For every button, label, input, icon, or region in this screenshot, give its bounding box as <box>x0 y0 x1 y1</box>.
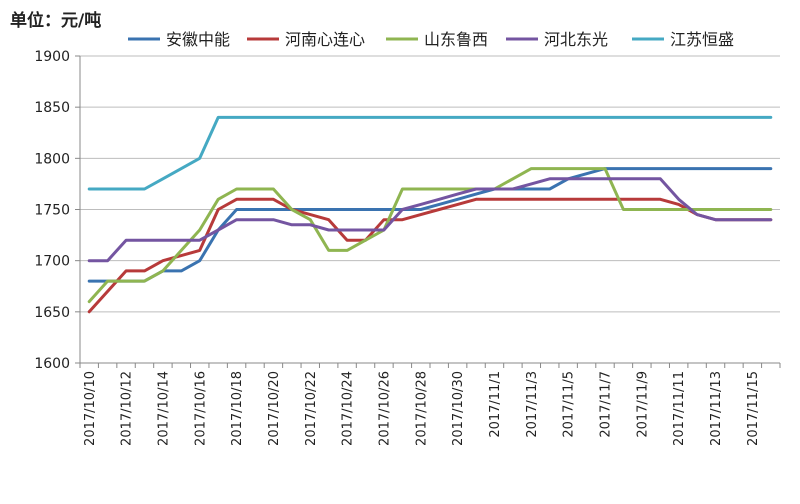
x-axis: 2017/10/10 2017/10/12 2017/10/14 2017/10/16… <box>79 362 781 446</box>
x-tick-label: 2017/10/28 <box>414 371 429 446</box>
legend-label: 河北东光 <box>544 30 608 49</box>
legend-label: 河南心连心 <box>285 30 365 49</box>
x-tick-label: 2017/10/22 <box>304 371 319 446</box>
x-tick-label: 2017/10/10 <box>83 371 98 446</box>
x-tick-label: 2017/10/14 <box>156 371 171 446</box>
series-line <box>87 167 773 304</box>
legend: 安徽中能 河南心连心 山东鲁西 河北东光 江苏恒盛 <box>128 30 734 49</box>
legend-label: 江苏恒盛 <box>670 30 734 49</box>
x-tick-label: 2017/10/20 <box>267 371 282 446</box>
y-tick-label: 1700 <box>34 254 70 270</box>
x-tick-label: 2017/10/24 <box>341 371 356 446</box>
series-line <box>87 197 773 314</box>
legend-label: 安徽中能 <box>166 30 230 49</box>
x-tick-label: 2017/10/18 <box>230 371 245 446</box>
series-line <box>87 167 773 283</box>
y-tick-label: 1650 <box>34 305 70 321</box>
y-tick-label: 1850 <box>34 100 70 116</box>
y-tick-label: 1900 <box>34 49 70 65</box>
x-tick-label: 2017/11/11 <box>672 371 687 446</box>
x-tick-label: 2017/10/26 <box>377 371 392 446</box>
x-tick-label: 2017/10/12 <box>120 371 135 446</box>
unit-label: 单位：元/吨 <box>10 10 101 31</box>
x-tick-label: 2017/11/3 <box>525 371 540 438</box>
x-tick-label: 2017/11/1 <box>488 371 503 438</box>
x-tick-label: 2017/11/7 <box>599 371 614 438</box>
x-tick-label: 2017/10/30 <box>451 371 466 446</box>
series-line <box>87 115 773 191</box>
series-line <box>87 177 773 263</box>
y-tick-label: 1750 <box>34 203 70 219</box>
series-layer <box>87 115 773 314</box>
y-tick-label: 1600 <box>34 356 70 372</box>
x-tick-label: 2017/11/5 <box>562 371 577 438</box>
y-axis: 1600 1650 1700 1750 1800 1850 1900 <box>34 49 81 372</box>
legend-label: 山东鲁西 <box>424 30 488 49</box>
x-tick-label: 2017/11/9 <box>635 371 650 438</box>
y-tick-label: 1800 <box>34 151 70 167</box>
x-tick-label: 2017/11/13 <box>709 371 724 446</box>
x-tick-label: 2017/11/15 <box>746 371 761 446</box>
x-tick-label: 2017/10/16 <box>193 371 208 446</box>
